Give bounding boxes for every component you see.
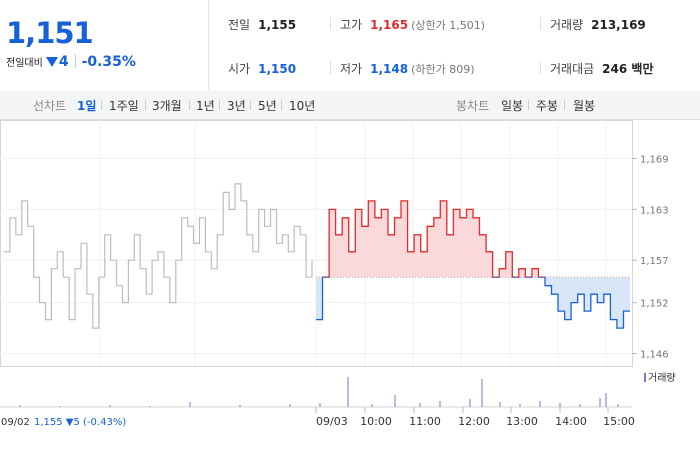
change-label: 전일대비 (6, 58, 43, 69)
divider (540, 61, 541, 74)
line-chart-label: 선차트 (33, 99, 67, 113)
stat-value: 1,165 (370, 18, 409, 32)
stat-value: 1,148 (370, 62, 409, 76)
candle-chart-label: 봉차트 (456, 99, 490, 113)
divider (528, 100, 529, 110)
y-tick-label: 1,169 (640, 154, 669, 165)
divider (564, 100, 565, 110)
tab-1d[interactable]: 1일 (77, 99, 97, 113)
divider (74, 54, 76, 68)
price-change: 전일대비 4 -0.35% (6, 54, 136, 70)
divider (101, 100, 102, 110)
x-tick-label: 10:00 (360, 415, 392, 428)
current-price-box: 1,151 전일대비 4 -0.35% (0, 0, 209, 90)
y-tick-label: 1,146 (640, 350, 669, 361)
tab-1y[interactable]: 1년 (196, 99, 215, 113)
divider (540, 17, 541, 30)
stat-label: 거래량 (550, 18, 584, 32)
up-area (329, 200, 539, 278)
stat-low: 저가 1,148 (하한가 809) (340, 60, 475, 77)
stat-label: 거래대금 (550, 62, 595, 76)
stat-value: 246 백만 (602, 62, 654, 76)
today-up-line (321, 200, 546, 278)
volume-legend-swatch (644, 373, 646, 382)
stat-open: 시가 1,150 (228, 60, 296, 77)
x-tick-label: 11:00 (409, 415, 441, 428)
stat-amount: 거래대금 246 백만 (550, 60, 653, 77)
tab-3m[interactable]: 3개월 (152, 99, 182, 113)
divider (145, 100, 146, 110)
tab-monthly-candle[interactable]: 월봉 (573, 99, 596, 113)
current-price: 1,151 (6, 16, 94, 50)
divider (189, 100, 190, 110)
upper-limit: (상한가 1,501) (411, 19, 485, 32)
stat-label: 저가 (340, 62, 363, 76)
stat-value: 1,155 (258, 18, 297, 32)
stat-prev-close: 전일 1,155 (228, 16, 296, 33)
prev-date-label: 09/02 (1, 417, 30, 428)
intraday-chart[interactable]: 1,169 1,163 1,157 1,152 1,146 거래량 09/03 10:00 11… (0, 120, 700, 450)
today-date-label: 09/03 (316, 415, 348, 428)
tab-weekly-candle[interactable]: 주봉 (536, 99, 559, 113)
y-tick-label: 1,157 (640, 256, 669, 267)
y-tick-label: 1,163 (640, 205, 669, 216)
stat-volume: 거래량 213,169 (550, 16, 646, 33)
tab-daily-candle[interactable]: 일봉 (501, 99, 524, 113)
quote-header: 1,151 전일대비 4 -0.35% 전일 1,155 고가 1,165 (상한가 1,… (0, 0, 700, 91)
stat-high: 고가 1,165 (상한가 1,501) (340, 16, 485, 33)
stat-label: 고가 (340, 18, 363, 32)
lower-limit: (하한가 809) (411, 63, 475, 76)
divider (330, 61, 331, 74)
price-chart-svg[interactable]: 1,169 1,163 1,157 1,152 1,146 거래량 09/03 10:00 11… (0, 120, 700, 450)
stat-label: 전일 (228, 18, 251, 32)
stat-label: 시가 (228, 62, 251, 76)
today-down-line (316, 277, 630, 329)
y-tick-label: 1,152 (640, 299, 669, 310)
divider (330, 17, 331, 30)
change-percent: -0.35% (81, 54, 136, 70)
chart-tabs-bar: 선차트 1일 1주일 3개월 1년 3년 5년 10년 봉차트 일봉 주봉 월봉 (0, 90, 700, 120)
prev-day-line (4, 183, 313, 329)
x-tick-label: 13:00 (506, 415, 538, 428)
tab-5y[interactable]: 5년 (258, 99, 277, 113)
volume-label: 거래량 (648, 372, 676, 384)
change-value: 4 (58, 54, 69, 70)
divider (250, 100, 251, 110)
x-tick-label: 12:00 (458, 415, 490, 428)
tab-3y[interactable]: 3년 (227, 99, 246, 113)
x-tick-label: 15:00 (603, 415, 635, 428)
divider (219, 100, 220, 110)
x-tick-label: 14:00 (555, 415, 587, 428)
down-arrow-icon (45, 57, 58, 67)
tab-1w[interactable]: 1주일 (109, 99, 139, 113)
tab-10y[interactable]: 10년 (289, 99, 316, 113)
stat-value: 213,169 (591, 18, 646, 32)
stat-value: 1,150 (258, 62, 297, 76)
prev-summary-label: 1,155 ▼5 (-0.43%) (34, 417, 126, 428)
divider (281, 100, 282, 110)
